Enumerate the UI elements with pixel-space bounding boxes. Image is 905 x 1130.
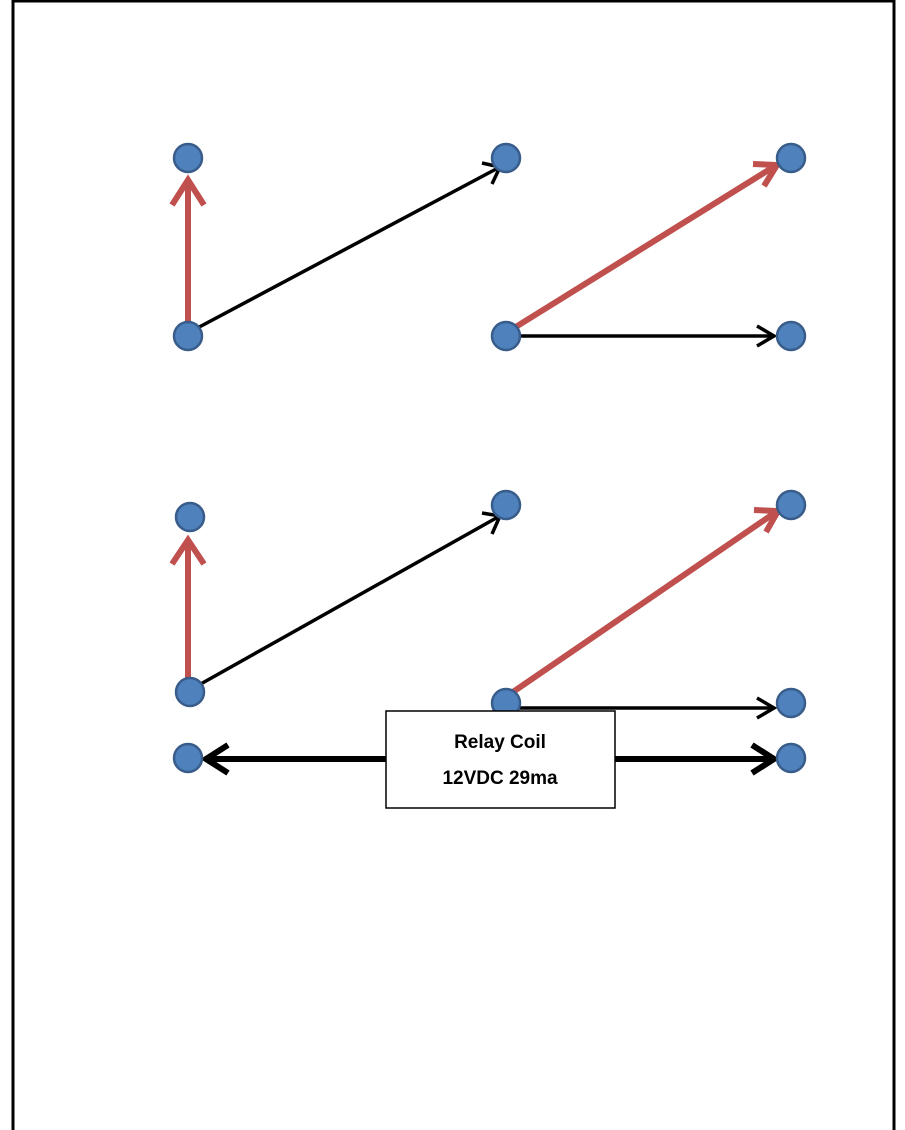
terminal-node bbox=[172, 320, 204, 352]
terminal-node bbox=[775, 687, 807, 719]
contact-group-2 bbox=[490, 142, 807, 352]
terminal-node bbox=[174, 676, 206, 708]
terminal-node bbox=[775, 320, 807, 352]
contact-arm-idle bbox=[187, 166, 499, 335]
contact-group-1 bbox=[169, 142, 522, 352]
terminal-node bbox=[172, 142, 204, 174]
contact-arm-active bbox=[504, 163, 777, 336]
arrowhead bbox=[756, 324, 778, 348]
terminal-node bbox=[490, 489, 522, 521]
coil-label-line1: Relay Coil bbox=[454, 732, 546, 753]
contact-group-4 bbox=[490, 489, 807, 720]
terminal-node bbox=[775, 142, 807, 174]
terminal-node bbox=[174, 501, 206, 533]
arrowhead bbox=[750, 742, 780, 776]
arrowhead bbox=[200, 742, 230, 776]
terminal-node bbox=[775, 742, 807, 774]
arrowhead bbox=[169, 174, 207, 207]
contact-arm-active bbox=[508, 509, 778, 697]
terminal-node bbox=[775, 489, 807, 521]
coil-label-line2: 12VDC 29ma bbox=[442, 768, 558, 789]
coil-box bbox=[385, 710, 616, 809]
arrowhead bbox=[169, 534, 207, 566]
diagram-border bbox=[11, 0, 896, 1130]
arrowhead bbox=[752, 161, 783, 188]
relay-coil: Relay Coil 12VDC 29ma bbox=[172, 710, 807, 809]
contact-arm-idle bbox=[189, 515, 499, 692]
terminal-node bbox=[490, 142, 522, 174]
arrowhead bbox=[756, 696, 778, 720]
terminal-node bbox=[172, 742, 204, 774]
contact-group-3 bbox=[169, 489, 522, 708]
terminal-node bbox=[490, 320, 522, 352]
